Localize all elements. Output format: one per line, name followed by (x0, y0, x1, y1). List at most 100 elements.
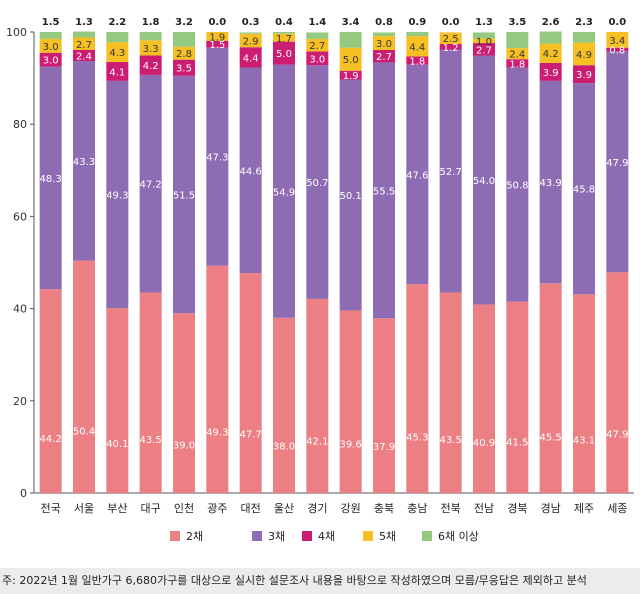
bar-segment (373, 62, 395, 319)
data-label: 1.3 (75, 17, 93, 28)
bar-segment (373, 36, 395, 50)
bar-segment (406, 284, 429, 493)
bar-segment (506, 32, 529, 49)
bar-segment (273, 32, 295, 34)
data-label: 0.8 (609, 46, 625, 57)
data-label: 47.3 (206, 153, 228, 164)
x-tick-label: 충북 (374, 502, 394, 515)
bar-segment (373, 49, 395, 63)
data-label: 0.0 (442, 17, 460, 28)
bar-segment (173, 32, 195, 47)
x-tick-label: 전국 (41, 502, 61, 515)
bar-segment (339, 47, 362, 71)
data-label: 2.7 (476, 45, 492, 56)
data-label: 52.7 (440, 167, 462, 178)
bar-segment (439, 43, 462, 50)
data-label: 3.0 (43, 56, 59, 67)
bar-segment (173, 59, 195, 76)
data-label: 44.2 (40, 434, 62, 445)
data-label: 3.2 (175, 17, 193, 28)
bar-segment (606, 51, 629, 273)
x-tick-label: 전남 (474, 502, 494, 515)
bar-segment (206, 32, 229, 41)
bar-segment (439, 32, 462, 44)
bar-segment (73, 61, 95, 261)
legend-swatch (170, 531, 180, 541)
data-label: 3.9 (576, 70, 592, 81)
data-label: 1.2 (443, 43, 459, 54)
bar-segment (473, 43, 495, 56)
data-label: 3.4 (342, 17, 360, 28)
bar-segment (173, 313, 195, 493)
bar-segment (39, 52, 62, 67)
bar-segment (306, 65, 329, 299)
legend-label: 4채 (318, 530, 335, 543)
data-label: 3.0 (43, 42, 59, 53)
data-label: 39.6 (340, 440, 362, 451)
data-label: 41.5 (506, 437, 528, 448)
data-label: 2.8 (176, 49, 192, 60)
data-label: 43.5 (440, 435, 462, 446)
data-label: 50.7 (306, 178, 328, 189)
bar-segment (539, 43, 562, 63)
data-label: 1.5 (209, 40, 225, 51)
bar-segment (239, 32, 262, 34)
bar-segment (539, 62, 562, 81)
bar-segment (306, 298, 329, 493)
bar-segment (373, 318, 395, 493)
bar-segment (139, 40, 162, 56)
data-label: 1.8 (409, 57, 425, 68)
data-label: 1.9 (343, 71, 359, 82)
data-label: 2.6 (542, 17, 560, 28)
data-label: 43.5 (140, 435, 162, 446)
bar-segment (573, 294, 595, 493)
data-label: 2.7 (76, 40, 92, 51)
legend-swatch (302, 531, 312, 541)
data-label: 50.1 (340, 191, 362, 202)
y-tick-label: 20 (13, 395, 27, 408)
bar-segment (406, 64, 429, 285)
x-tick-label: 대전 (241, 502, 261, 515)
data-label: 4.2 (543, 49, 559, 60)
data-label: 50.8 (506, 181, 528, 192)
data-label: 2.3 (575, 17, 593, 28)
legend-swatch (422, 531, 432, 541)
bar-segment (206, 47, 229, 266)
data-label: 47.9 (606, 158, 628, 169)
data-label: 4.4 (409, 42, 425, 53)
bar-segment (473, 55, 495, 305)
data-label: 47.9 (606, 429, 628, 440)
data-label: 3.5 (176, 64, 192, 75)
bar-segment (139, 74, 162, 293)
bar-segment (406, 32, 429, 37)
y-tick-label: 40 (13, 303, 27, 316)
data-label: 3.0 (376, 39, 392, 50)
bar-segment (173, 46, 195, 60)
data-label: 48.3 (40, 174, 62, 185)
bar-segment (573, 32, 595, 43)
data-label: 1.4 (308, 17, 326, 28)
data-label: 54.0 (473, 176, 495, 187)
bar-segment (373, 32, 395, 37)
bar-segment (306, 51, 329, 66)
bar-segment (106, 61, 129, 81)
bar-segment (39, 66, 62, 290)
bar-segment (539, 80, 562, 284)
bar-segment (339, 310, 362, 493)
x-tick-label: 충남 (407, 502, 427, 515)
data-label: 1.5 (42, 17, 60, 28)
data-label: 38.0 (273, 442, 295, 453)
bar-segment (406, 36, 429, 57)
x-tick-label: 전북 (441, 502, 461, 515)
bar-segment (106, 32, 129, 43)
data-label: 40.9 (473, 438, 495, 449)
bar-segment (473, 32, 495, 39)
data-label: 2.5 (443, 34, 459, 45)
legend-label: 6채 이상 (438, 530, 479, 543)
data-label: 55.5 (373, 186, 395, 197)
bar-segment (273, 41, 295, 65)
bar-segment (506, 301, 529, 493)
data-label: 0.3 (242, 17, 260, 28)
data-label: 5.0 (343, 55, 359, 66)
